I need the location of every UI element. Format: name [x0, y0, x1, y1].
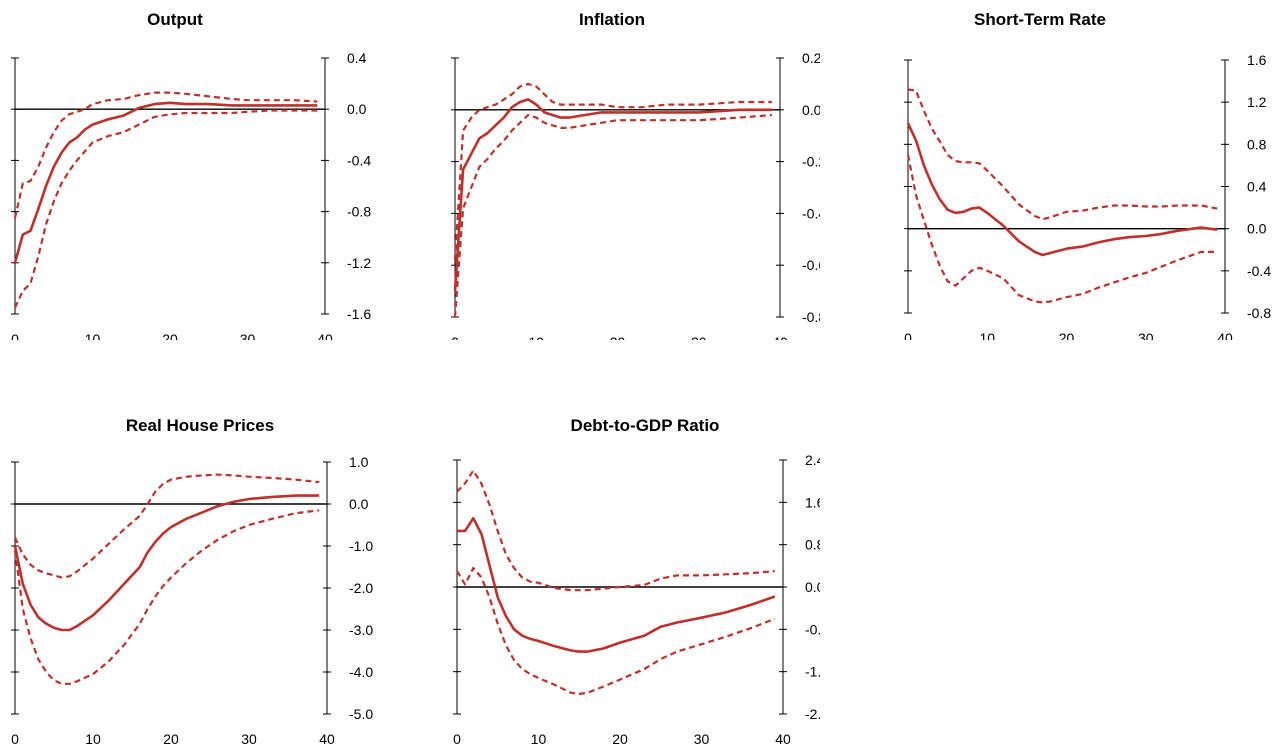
y-tick-label: 1.6 — [1247, 52, 1267, 68]
median-response-line — [13, 101, 318, 264]
y-tick-label: 0.8 — [805, 537, 820, 553]
x-tick-label: 40 — [319, 731, 335, 747]
median-response-line — [13, 494, 320, 632]
x-tick-label: 40 — [775, 731, 791, 747]
x-tick-label: 20 — [162, 331, 178, 340]
x-tick-label: 20 — [612, 731, 628, 747]
chart-title: Short-Term Rate — [974, 10, 1106, 29]
median-response-line — [457, 516, 776, 653]
chart-panel-2: Short-Term Rate -0.8 -0.4 0.0 0.4 0.8 1.2 1.6 0 1… — [890, 0, 1286, 340]
x-tick-label: 20 — [163, 731, 179, 747]
x-tick-label: 10 — [528, 334, 544, 340]
x-tick-label: 0 — [11, 331, 19, 340]
x-tick-label: 10 — [979, 330, 995, 340]
x-tick-label: 20 — [1059, 330, 1075, 340]
x-tick-label: 0 — [904, 330, 912, 340]
chart-title: Inflation — [578, 10, 646, 29]
chart-svg: -1.6 -1.2 -0.8 -0.4 0.0 0.4 0 10 20 30 40 — [11, 50, 371, 340]
x-tick-label: 20 — [610, 334, 626, 340]
y-tick-label: -1.6 — [805, 664, 820, 680]
y-tick-label: -0.6 — [802, 257, 820, 273]
median-response-line — [906, 122, 1218, 257]
x-tick-label: 30 — [240, 331, 256, 340]
confidence-band-line — [906, 154, 1218, 304]
chart-svg: -0.8 -0.4 0.0 0.4 0.8 1.2 1.6 0 10 20 30 40 — [904, 52, 1271, 340]
y-tick-label: 0.0 — [349, 496, 369, 512]
x-tick-label: 30 — [241, 731, 257, 747]
y-tick-label: 0.8 — [1247, 136, 1267, 152]
y-tick-label: -4.0 — [349, 664, 373, 680]
chart-panel-3: Real House Prices -5.0 -4.0 -3.0 -2.0 -1.0 0.0… — [0, 412, 380, 749]
x-tick-label: 10 — [531, 731, 547, 747]
x-tick-label: 10 — [85, 331, 101, 340]
y-tick-label: 0.0 — [1247, 221, 1267, 237]
x-tick-label: 40 — [772, 334, 788, 340]
y-tick-label: 1.0 — [349, 454, 369, 470]
y-tick-label: -2.4 — [805, 706, 820, 722]
x-tick-label: 0 — [451, 334, 459, 340]
y-tick-label: -3.0 — [349, 622, 373, 638]
x-tick-label: 30 — [691, 334, 707, 340]
y-tick-label: 1.2 — [1247, 94, 1267, 110]
chart-svg: -2.4 -1.6 -0.8 0.0 0.8 1.6 2.4 0 10 20 30 40 — [453, 452, 820, 747]
y-tick-label: -0.2 — [802, 154, 820, 170]
chart-panel-4: Debt-to-GDP Ratio -2.4 -1.6 -0.8 0.0 0.8 1.6 2.… — [440, 412, 820, 749]
y-tick-label: -1.0 — [349, 538, 373, 554]
y-tick-label: -0.4 — [347, 152, 371, 168]
y-tick-label: -0.4 — [802, 205, 820, 221]
y-tick-label: -5.0 — [349, 706, 373, 722]
chart-title: Real House Prices — [125, 416, 275, 435]
y-tick-label: 1.6 — [805, 494, 820, 510]
x-tick-label: 0 — [11, 731, 19, 747]
y-tick-label: 0.0 — [805, 579, 820, 595]
y-tick-label: -0.8 — [802, 309, 820, 325]
y-tick-label: 2.4 — [805, 452, 820, 468]
x-tick-label: 40 — [1217, 330, 1233, 340]
x-tick-label: 10 — [85, 731, 101, 747]
y-tick-label: 0.2 — [802, 50, 820, 66]
median-response-line — [453, 98, 772, 292]
y-tick-label: 0.4 — [1247, 179, 1267, 195]
y-tick-label: -0.8 — [347, 204, 371, 220]
y-tick-label: -0.8 — [1247, 305, 1271, 321]
y-tick-label: 0.0 — [347, 101, 367, 117]
x-tick-label: 30 — [694, 731, 710, 747]
chart-svg: -5.0 -4.0 -3.0 -2.0 -1.0 0.0 1.0 0 10 20 30 40 — [11, 454, 373, 747]
chart-title: Debt-to-GDP Ratio — [570, 416, 720, 435]
confidence-band-line — [13, 509, 320, 685]
confidence-band-line — [453, 82, 772, 261]
y-tick-label: 0.4 — [347, 50, 367, 66]
chart-svg: -0.8 -0.6 -0.4 -0.2 0.0 0.2 0 10 20 30 40 — [451, 50, 820, 340]
y-tick-label: -0.4 — [1247, 263, 1271, 279]
chart-panel-1: Inflation -0.8 -0.6 -0.4 -0.2 0.0 0.2 0 10 20 30 40 — [440, 0, 820, 340]
confidence-band-line — [456, 469, 775, 592]
chart-title: Output — [147, 10, 203, 29]
y-tick-label: -0.8 — [805, 621, 820, 637]
x-tick-label: 30 — [1138, 330, 1154, 340]
confidence-band-line — [14, 109, 318, 309]
confidence-band-line — [453, 113, 772, 318]
x-tick-label: 0 — [453, 731, 461, 747]
y-tick-label: -2.0 — [349, 580, 373, 596]
confidence-band-line — [14, 473, 320, 579]
chart-panel-0: Output -1.6 -1.2 -0.8 -0.4 0.0 0.4 0 10 20 30 40 — [0, 0, 380, 340]
y-tick-label: -1.2 — [347, 255, 371, 271]
y-tick-label: -1.6 — [347, 306, 371, 322]
confidence-band-line — [456, 566, 776, 695]
x-tick-label: 40 — [317, 331, 333, 340]
confidence-band-line — [13, 91, 318, 219]
y-tick-label: 0.0 — [802, 102, 820, 118]
confidence-band-line — [907, 88, 1218, 221]
